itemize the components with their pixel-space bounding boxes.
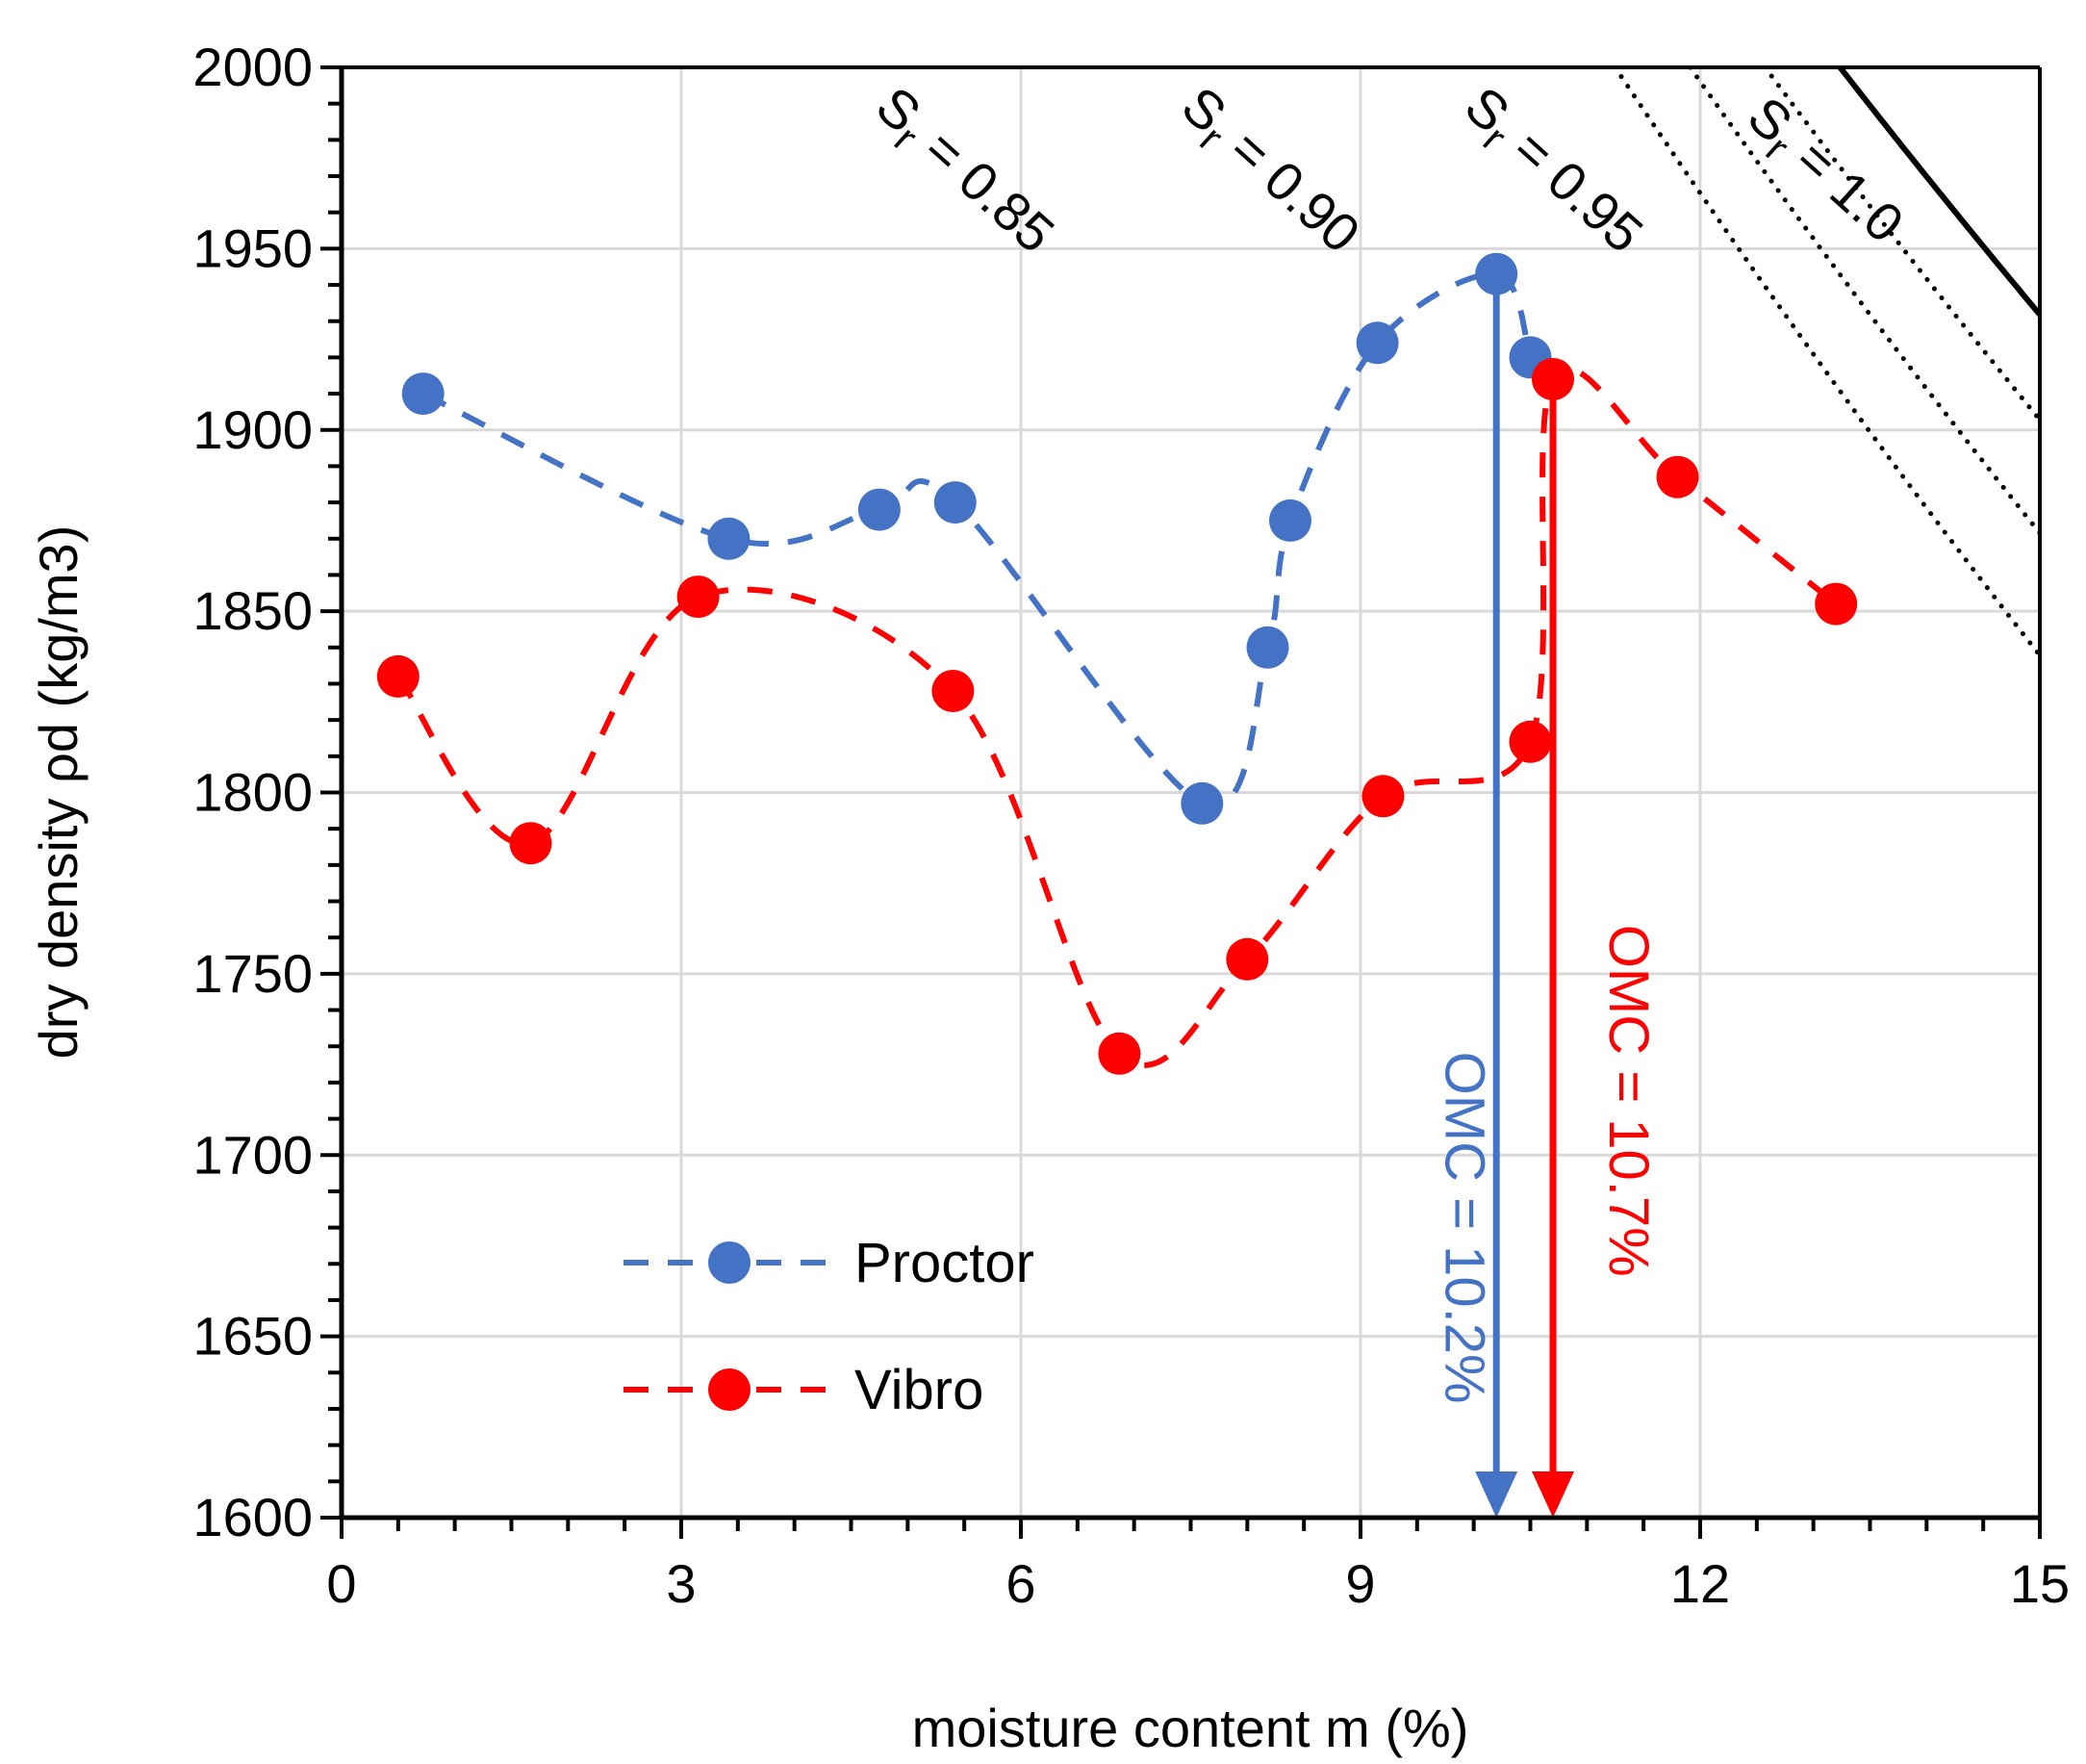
- x-tick-label-4: 12: [1670, 1553, 1730, 1614]
- grid: [342, 67, 2040, 1518]
- ticks: 0 3 6 9 12 15 1600 1650 1700 1750 1800 1850 1900 1950…: [192, 37, 2070, 1614]
- y-tick-label-4: 1800: [192, 762, 313, 823]
- point-vibro-5: [1226, 937, 1269, 981]
- x-tick-label-3: 9: [1345, 1553, 1375, 1614]
- y-tick-label-6: 1900: [192, 399, 313, 460]
- data-points: [376, 252, 1858, 1075]
- point-proctor-5: [1246, 626, 1289, 669]
- saturation-line-2: [1762, 67, 2040, 422]
- legend-proctor-marker: [708, 1241, 750, 1284]
- saturation-lines: [1612, 67, 2040, 658]
- omc-label-0: OMC = 10.2%: [1433, 1052, 1495, 1404]
- x-tick-label-5: 15: [2010, 1553, 2070, 1614]
- y-axis-title: dry density ρd (kg/m3): [28, 525, 89, 1060]
- point-proctor-3: [933, 481, 977, 524]
- point-proctor-1: [707, 517, 750, 560]
- x-tick-label-2: 6: [1005, 1553, 1035, 1614]
- saturation-label-3: Sr = 1.0: [1731, 85, 1916, 261]
- y-tick-label-3: 1750: [192, 943, 313, 1004]
- y-tick-label-2: 1700: [192, 1124, 313, 1185]
- legend: Proctor Vibro: [623, 1232, 1034, 1421]
- point-proctor-6: [1269, 499, 1311, 542]
- point-vibro-7: [1509, 720, 1552, 763]
- y-tick-label-5: 1850: [192, 580, 313, 641]
- saturation-line-1: [1687, 67, 2040, 536]
- saturation-label-0: Sr = 0.85: [859, 75, 1066, 271]
- point-vibro-1: [509, 822, 552, 865]
- point-proctor-7: [1356, 321, 1399, 365]
- point-proctor-4: [1181, 781, 1224, 825]
- y-tick-label-1: 1650: [192, 1306, 313, 1367]
- point-proctor-0: [401, 372, 445, 416]
- omc-arrow-head-1: [1532, 1471, 1575, 1518]
- x-tick-label-0: 0: [326, 1553, 356, 1614]
- point-proctor-8: [1475, 252, 1518, 295]
- x-axis-title: moisture content m (%): [912, 1698, 1469, 1758]
- legend-vibro-label: Vibro: [854, 1359, 983, 1421]
- point-vibro-2: [676, 575, 720, 619]
- saturation-labels: Sr = 0.85 Sr = 0.90 Sr = 0.95 Sr = 1.0: [859, 75, 1916, 271]
- point-vibro-8: [1532, 358, 1574, 400]
- point-vibro-3: [931, 670, 975, 712]
- y-tick-label-8: 2000: [192, 37, 313, 97]
- point-vibro-4: [1098, 1032, 1141, 1075]
- omc-label-1: OMC = 10.7%: [1597, 925, 1660, 1277]
- x-tick-label-1: 3: [666, 1553, 696, 1614]
- y-tick-label-0: 1600: [192, 1487, 313, 1547]
- point-vibro-6: [1361, 775, 1405, 818]
- omc-arrow-head-0: [1475, 1471, 1518, 1518]
- omc-arrows: [1475, 273, 1575, 1518]
- point-vibro-9: [1656, 455, 1699, 499]
- point-vibro-0: [376, 654, 420, 698]
- y-tick-label-7: 1950: [192, 217, 313, 278]
- legend-proctor-label: Proctor: [854, 1232, 1034, 1294]
- omc-labels: OMC = 10.2% OMC = 10.7%: [1433, 925, 1660, 1404]
- saturation-label-1: Sr = 0.90: [1165, 75, 1372, 271]
- point-proctor-2: [857, 488, 901, 531]
- saturation-label-2: Sr = 0.95: [1448, 75, 1655, 271]
- legend-vibro-marker: [708, 1368, 750, 1411]
- point-vibro-10: [1815, 582, 1858, 626]
